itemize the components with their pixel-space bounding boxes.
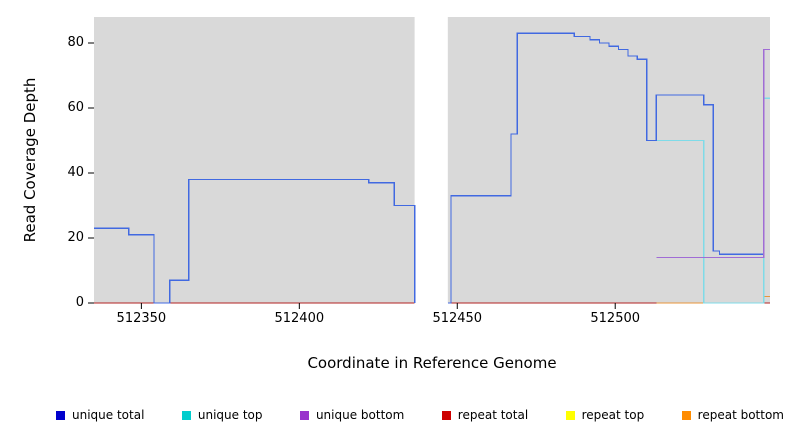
legend-swatch-icon	[181, 410, 191, 420]
legend-label: unique bottom	[315, 408, 405, 422]
y-tick-label: 60	[67, 100, 84, 115]
y-tick-label: 40	[67, 165, 84, 180]
legend-label: unique total	[72, 408, 145, 422]
legend-swatch-icon	[441, 410, 451, 420]
y-tick-label: 20	[67, 230, 84, 245]
x-axis-title: Coordinate in Reference Genome	[307, 354, 557, 372]
legend-item-repeat-bottom: repeat bottom	[681, 408, 784, 422]
series-unique-total	[94, 178, 416, 304]
legend-label: repeat top	[581, 408, 645, 422]
legend-label: unique top	[197, 408, 263, 422]
legend-item-repeat-total: repeat total	[441, 408, 529, 422]
coverage-gap-band	[414, 15, 448, 303]
x-tick-label: 512500	[590, 311, 641, 326]
legend-swatch-icon	[56, 410, 65, 420]
legend-item-repeat-top: repeat top	[565, 408, 645, 422]
legend-label: repeat bottom	[697, 408, 784, 422]
series-unique-total	[447, 32, 770, 304]
legend-swatch-icon	[565, 410, 575, 420]
legend-item-unique-total: unique total	[56, 408, 144, 422]
y-tick-label: 0	[75, 295, 84, 310]
x-tick-label: 512350	[116, 311, 167, 326]
legend-item-unique-top: unique top	[181, 408, 263, 422]
x-tick-label: 512400	[274, 311, 325, 326]
legend-label: repeat total	[457, 408, 529, 422]
legend-swatch-icon	[681, 410, 691, 420]
legend-item-unique-bottom: unique bottom	[299, 408, 405, 422]
x-tick-label: 512450	[432, 311, 483, 326]
series-unique-top	[646, 97, 770, 304]
legend: unique total unique top unique bottom repea…	[56, 406, 784, 424]
y-tick-label: 80	[67, 35, 84, 50]
legend-swatch-icon	[299, 410, 309, 420]
series-unique-bottom	[656, 48, 770, 259]
